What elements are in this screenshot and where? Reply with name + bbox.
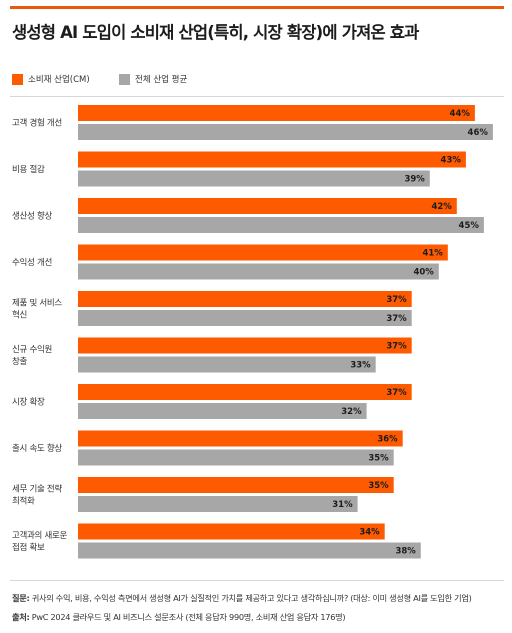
category-label-line: 신규 수익원: [12, 344, 52, 355]
legend-swatch-consumer: [12, 73, 23, 85]
data-label-overall: 37%: [386, 314, 407, 324]
data-label-consumer: 36%: [377, 435, 398, 445]
data-label-consumer: 37%: [386, 388, 407, 398]
bar-overall: [78, 263, 439, 280]
category-label-line: 시장 확장: [12, 397, 45, 408]
top-accent-rule: [10, 6, 504, 9]
category-label-line: 수익성 개선: [12, 257, 52, 268]
data-label-overall: 46%: [468, 128, 489, 138]
bar-overall: [78, 310, 412, 326]
data-label-consumer: 35%: [368, 481, 389, 491]
footnote-question: 질문: 귀사의 수익, 비용, 수익성 측면에서 생성형 AI가 실질적인 가치…: [12, 592, 472, 604]
category-label-line: 고객 경험 개선: [12, 118, 62, 129]
data-label-overall: 38%: [395, 547, 416, 557]
bar-consumer: [78, 477, 394, 493]
category-label-line: 최적화: [12, 496, 35, 507]
separator-top: [10, 96, 504, 97]
category-label: 출시 속도 향상: [12, 443, 62, 454]
category-label-line: 고객과의 새로운: [12, 530, 68, 541]
separator-bottom: [10, 580, 504, 581]
data-label-overall: 45%: [459, 221, 480, 231]
category-label: 세무 기술 전략 최적화: [12, 484, 62, 507]
bar-overall: [78, 356, 376, 373]
bar-consumer: [78, 430, 403, 447]
bar-overall: [78, 124, 493, 140]
bar-overall: [78, 542, 421, 559]
bar-overall: [78, 170, 430, 187]
data-label-overall: 39%: [404, 175, 425, 185]
legend-label-overall: 전체 산업 평균: [135, 75, 188, 85]
data-label-overall: 35%: [368, 454, 389, 464]
data-label-consumer: 34%: [359, 528, 380, 538]
category-label: 고객 경험 개선: [12, 118, 62, 129]
bar-consumer: [78, 198, 457, 214]
data-label-consumer: 37%: [386, 295, 407, 305]
footnote-question-text: 귀사의 수익, 비용, 수익성 측면에서 생성형 AI가 실질적인 가치를 제공…: [29, 593, 472, 603]
data-label-consumer: 43%: [441, 156, 462, 166]
data-label-consumer: 37%: [386, 342, 407, 352]
legend-item-consumer: 소비재 산업(CM): [12, 73, 90, 85]
legend-swatch-overall: [119, 73, 130, 85]
data-label-consumer: 44%: [450, 109, 471, 119]
bar-consumer: [78, 384, 412, 400]
data-label-overall: 40%: [413, 268, 434, 278]
category-label-line: 생산성 향상: [12, 211, 52, 222]
category-label-line: 제품 및 서비스: [12, 298, 62, 309]
category-label: 신규 수익원 창출: [12, 344, 52, 367]
footnote-source-label: 출처:: [12, 612, 30, 622]
bar-consumer: [78, 151, 466, 168]
bar-consumer: [78, 105, 475, 121]
bar-consumer: [78, 244, 448, 261]
category-label-line: 혁신: [12, 311, 27, 321]
bar-overall: [78, 403, 367, 419]
category-label: 생산성 향상: [12, 211, 52, 222]
bar-overall: [78, 449, 394, 466]
category-label-line: 접점 확보: [12, 542, 45, 553]
legend-item-overall: 전체 산업 평균: [119, 73, 187, 85]
chart-title: 생성형 AI 도입이 소비재 산업(특히, 시장 확장)에 가져온 효과: [12, 23, 419, 42]
footnote-question-label: 질문:: [12, 593, 30, 603]
bar-consumer: [78, 523, 385, 540]
category-label-line: 세무 기술 전략: [12, 484, 62, 495]
category-label-line: 비용 절감: [12, 164, 45, 175]
footnote-source: 출처: PwC 2024 클라우드 및 AI 비즈니스 설문조사 (전체 응답자…: [12, 611, 346, 623]
bar-consumer: [78, 291, 412, 307]
bar-overall: [78, 496, 358, 512]
data-label-overall: 31%: [332, 500, 353, 510]
category-label: 수익성 개선: [12, 257, 52, 268]
category-label: 비용 절감: [12, 164, 45, 175]
bar-overall: [78, 217, 484, 233]
footnote-source-text: PwC 2024 클라우드 및 AI 비즈니스 설문조사 (전체 응답자 990…: [29, 612, 346, 622]
category-label-line: 출시 속도 향상: [12, 443, 62, 454]
legend-label-consumer: 소비재 산업(CM): [28, 75, 90, 85]
data-label-overall: 32%: [341, 407, 362, 417]
category-label: 고객과의 새로운 접점 확보: [12, 530, 68, 553]
data-label-consumer: 42%: [431, 202, 452, 212]
data-label-overall: 33%: [350, 361, 371, 371]
category-label: 시장 확장: [12, 397, 45, 408]
bar-consumer: [78, 337, 412, 354]
data-label-consumer: 41%: [422, 249, 443, 259]
category-label-line: 창출: [12, 356, 28, 367]
